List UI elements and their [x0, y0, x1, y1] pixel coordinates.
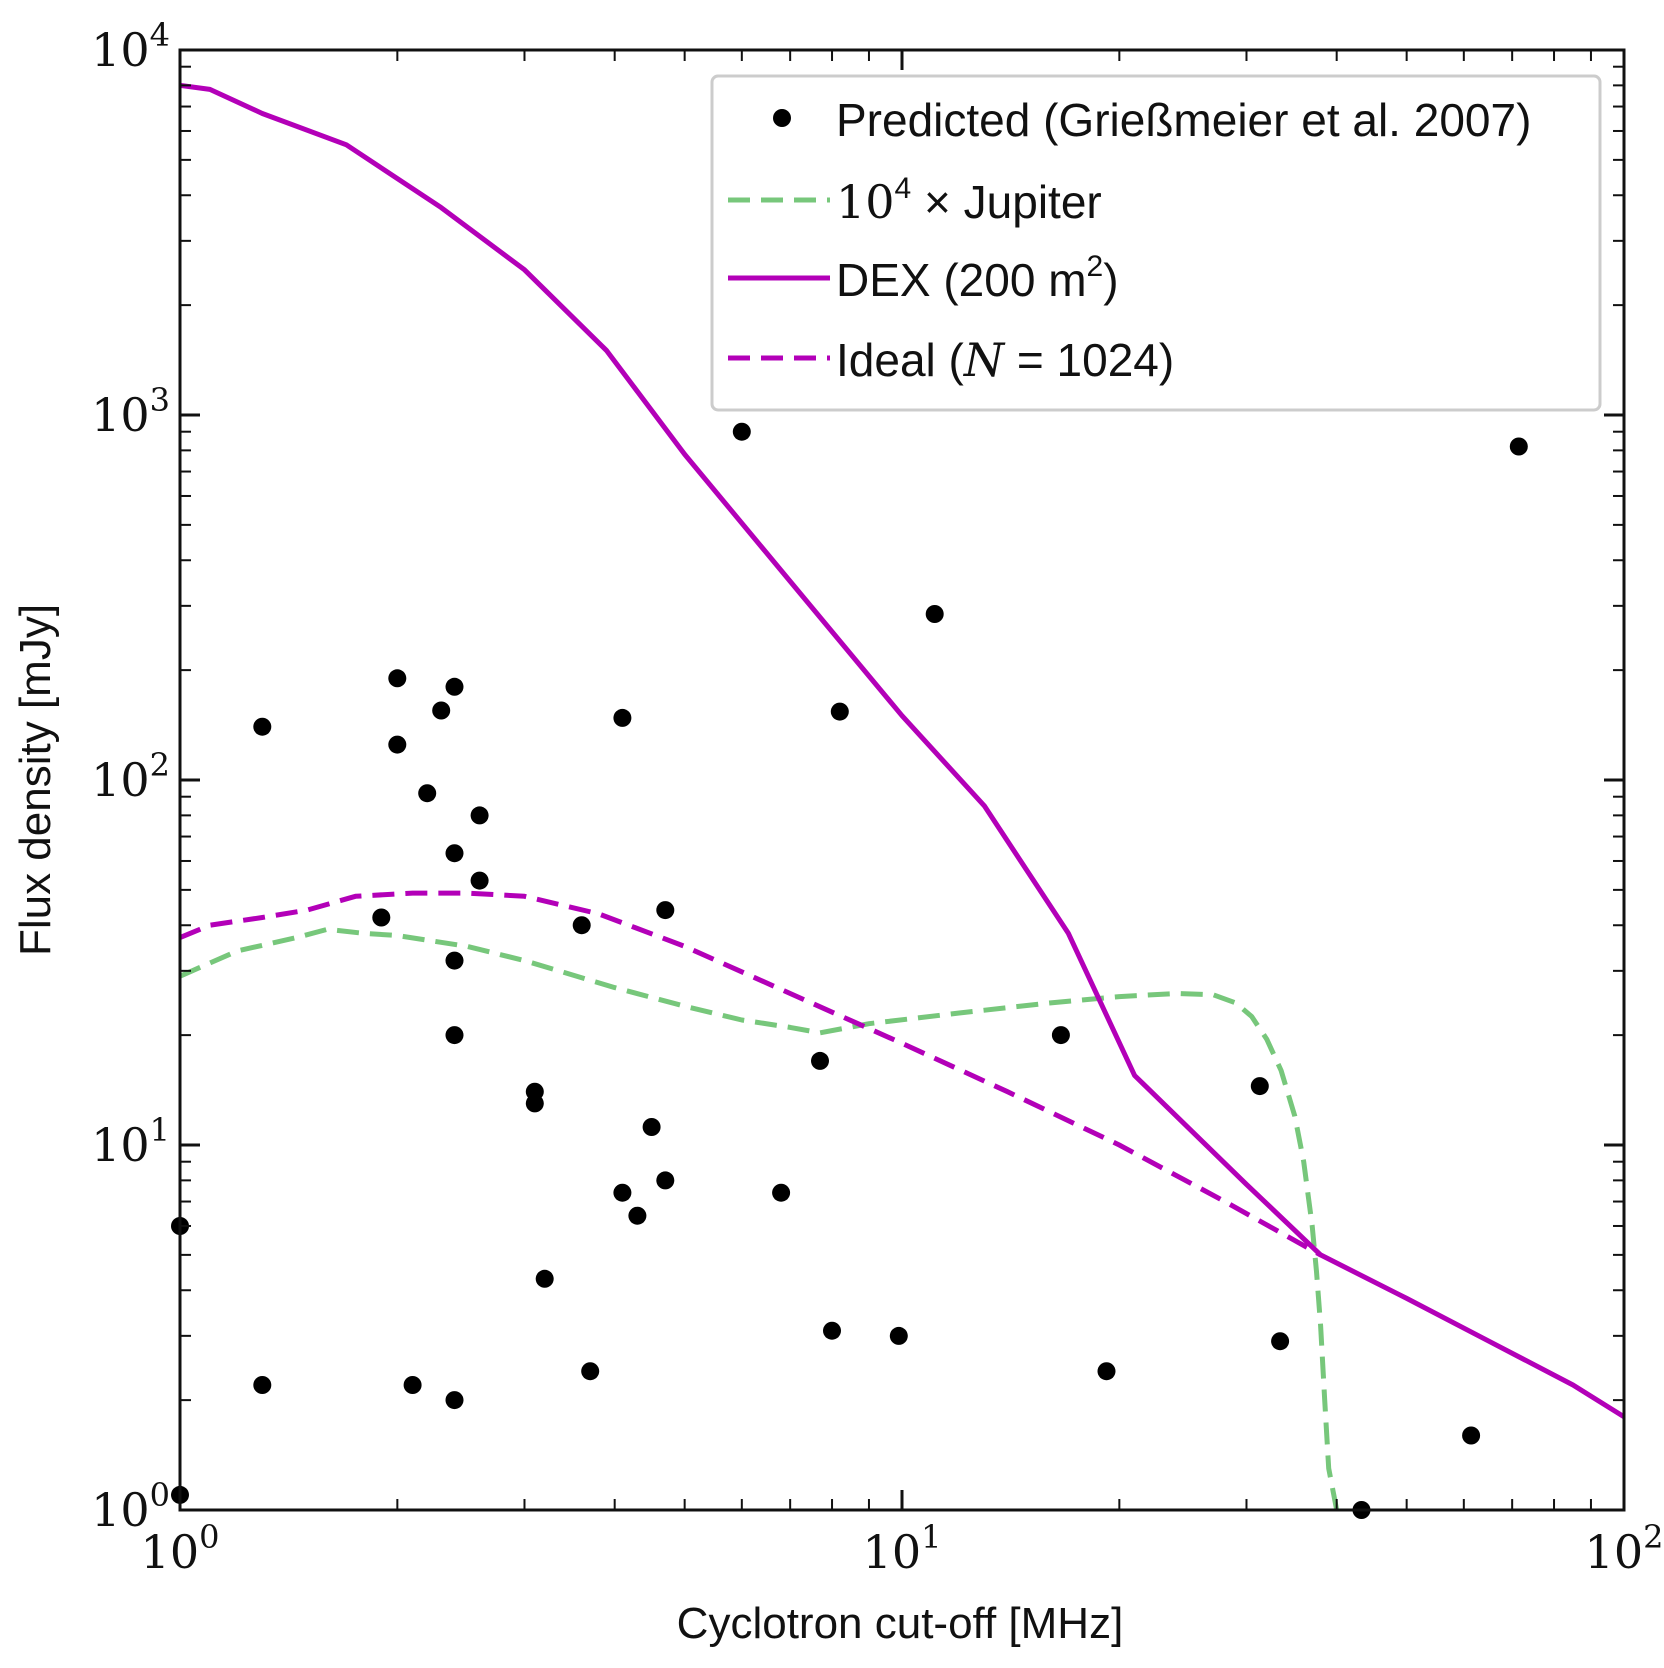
- series-points: [171, 422, 1528, 1519]
- data-point: [525, 1094, 544, 1113]
- data-point: [445, 1026, 464, 1045]
- data-point: [1097, 1362, 1116, 1381]
- data-point: [811, 1051, 829, 1070]
- data-point: [388, 669, 407, 688]
- data-point: [628, 1206, 647, 1225]
- legend-label-1: 104 × Jupiter: [836, 172, 1102, 229]
- y-tick-label: 102: [91, 746, 170, 807]
- data-point: [823, 1321, 841, 1340]
- legend-label-3: Ideal (N = 1024): [836, 333, 1174, 387]
- x-tick-label: 100: [141, 1518, 220, 1579]
- legend-label-0: Predicted (Grießmeier et al. 2007): [836, 94, 1531, 146]
- data-point: [1509, 437, 1528, 456]
- tick-labels: 100 101 102 100 101 102 103 104: [91, 16, 1663, 1579]
- data-point: [656, 901, 675, 920]
- data-point: [253, 1376, 272, 1394]
- plot-area: [171, 82, 1624, 1519]
- data-point: [772, 1183, 791, 1202]
- y-axis-label: Flux density [mJy]: [11, 604, 60, 956]
- series-line-3: [180, 890, 1322, 1258]
- data-point: [656, 1171, 675, 1190]
- data-point: [445, 951, 464, 970]
- series-line-2: [180, 82, 1624, 1419]
- y-tick-label: 100: [91, 1476, 170, 1537]
- data-point: [445, 677, 464, 696]
- data-point: [581, 1362, 600, 1381]
- data-point: [445, 844, 464, 863]
- y-tick-label: 101: [91, 1111, 170, 1172]
- legend-marker-0: [773, 109, 791, 127]
- data-point: [388, 735, 407, 754]
- data-point: [470, 871, 489, 890]
- data-point: [445, 1391, 464, 1410]
- data-point: [1271, 1332, 1290, 1351]
- data-point: [613, 708, 632, 727]
- axes: 100 101 102 100 101 102 103 104: [91, 16, 1663, 1579]
- x-tick-label: 101: [863, 1518, 942, 1579]
- series-lines: [180, 82, 1624, 1510]
- data-point: [535, 1269, 554, 1288]
- data-point: [642, 1118, 661, 1136]
- data-point: [889, 1326, 908, 1345]
- ticks: [178, 48, 1626, 1512]
- x-tick-label: 102: [1585, 1518, 1664, 1579]
- data-point: [1051, 1026, 1070, 1045]
- data-point: [372, 908, 391, 927]
- data-point: [830, 702, 849, 721]
- data-point: [572, 916, 591, 935]
- data-point: [732, 422, 751, 441]
- legend-label-2: DEX (200 m2): [836, 250, 1119, 306]
- data-point: [403, 1376, 422, 1394]
- data-point: [1462, 1426, 1481, 1445]
- y-tick-label: 104: [91, 16, 170, 77]
- data-point: [1250, 1077, 1269, 1096]
- series-line-1: [180, 926, 1340, 1510]
- data-point: [470, 806, 489, 825]
- legend: Predicted (Grießmeier et al. 2007) 104 × …: [710, 74, 1602, 412]
- x-axis-label: Cyclotron cut-off [MHz]: [677, 1599, 1124, 1648]
- data-point: [925, 605, 944, 623]
- data-point: [432, 701, 451, 720]
- data-point: [418, 784, 437, 803]
- y-tick-label: 103: [91, 381, 170, 442]
- data-point: [253, 717, 272, 736]
- data-point: [613, 1183, 632, 1202]
- legend-box: [710, 74, 1602, 412]
